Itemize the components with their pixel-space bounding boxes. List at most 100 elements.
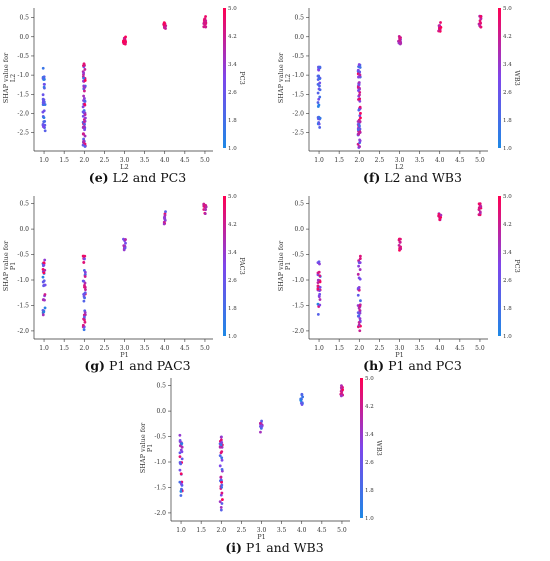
colorbar-tick-label: 1.0 [365, 516, 374, 522]
data-point [318, 77, 322, 81]
data-point [204, 208, 208, 212]
y-tick-label: -2.0 [154, 510, 166, 517]
colorbar [360, 378, 363, 518]
data-point [439, 215, 443, 219]
data-point [439, 21, 442, 24]
data-point [43, 129, 47, 133]
data-point [41, 123, 45, 126]
data-point [83, 68, 87, 71]
data-point [124, 40, 127, 44]
data-point [178, 451, 182, 455]
data-point [356, 311, 360, 315]
data-point [358, 114, 362, 118]
data-point [163, 26, 166, 30]
data-point [204, 205, 208, 209]
y-axis-label: SHAP value for [277, 52, 285, 103]
x-tick-label: 5.0 [337, 527, 347, 534]
data-point [316, 271, 320, 275]
data-point [359, 116, 362, 120]
colorbar-tick-label: 4.2 [365, 404, 374, 410]
data-point [398, 39, 402, 42]
x-tick-label: 3.5 [140, 345, 150, 352]
data-point [318, 88, 322, 92]
chart-i: 1.0 1.5 2.0 2.5 3.0 3.5 4.0 4.5 5.0 0.5 0.0 -0.5 -1.… [139, 376, 383, 541]
data-point [42, 125, 45, 129]
caption-letter: (e) [88, 170, 109, 185]
data-point [479, 22, 482, 25]
data-point [398, 240, 402, 244]
colorbar-tick-label: 5.0 [365, 376, 374, 382]
data-point [180, 487, 183, 491]
data-point [316, 101, 320, 104]
data-point [259, 430, 262, 434]
data-point [83, 128, 86, 132]
data-point [358, 139, 362, 143]
data-point [82, 260, 86, 264]
y-tick-label: -0.5 [17, 53, 29, 60]
data-point [219, 505, 223, 509]
data-point [82, 94, 86, 98]
y-tick-label: -2.0 [17, 110, 29, 117]
caption-f: (f) L2 and WB3 [275, 170, 550, 185]
y-tick-label: 0.0 [19, 34, 29, 41]
y-tick-label: -1.5 [154, 484, 166, 491]
data-point [82, 62, 86, 66]
data-point [179, 462, 183, 466]
data-point [356, 68, 360, 72]
colorbar-label: PAC3 [238, 257, 246, 275]
data-point [42, 271, 46, 275]
x-tick-label: 4.5 [180, 157, 190, 164]
data-point [83, 122, 86, 126]
x-tick-label: 3.5 [415, 345, 425, 352]
plot-area: 1.0 1.5 2.0 2.5 3.0 3.5 4.0 4.5 5.0 0.5 0.0 -0.5 -1.… [277, 8, 488, 171]
y-tick-label: -2.0 [17, 328, 29, 335]
panel-h: 1.0 1.5 2.0 2.5 3.0 3.5 4.0 4.5 5.0 0.5 0.0 -0.5 -1.… [275, 188, 550, 376]
colorbar [223, 196, 226, 336]
x-tick-label: 5.0 [200, 345, 210, 352]
data-point [83, 315, 86, 319]
data-point [479, 25, 483, 29]
data-point [318, 298, 322, 301]
data-point [179, 448, 183, 452]
data-point [219, 438, 223, 442]
x-tick-label: 2.5 [100, 157, 110, 164]
data-point [340, 384, 343, 388]
data-point [341, 388, 344, 392]
data-point [358, 277, 362, 281]
data-point [316, 312, 320, 316]
data-point [357, 73, 361, 76]
y-axis-label: SHAP value for [2, 52, 10, 103]
colorbar-tick-label: 1.8 [365, 488, 374, 494]
y-axis-label: P1 [146, 444, 154, 453]
colorbar-tick-label: 2.6 [503, 90, 512, 96]
data-point [83, 113, 87, 116]
x-tick-label: 3.5 [140, 157, 150, 164]
scatter-points [41, 15, 208, 148]
data-point [220, 467, 224, 471]
data-point [358, 66, 362, 69]
x-tick-label: 3.0 [120, 157, 130, 164]
caption-letter: (g) [84, 358, 105, 373]
x-tick-label: 2.0 [354, 157, 364, 164]
y-tick-label: 0.0 [19, 226, 29, 233]
y-tick-label: -2.5 [292, 130, 304, 137]
y-axis-label: L2 [9, 74, 17, 82]
data-point [358, 257, 362, 261]
y-axis-label: SHAP value for [277, 240, 285, 291]
data-point [41, 93, 45, 97]
colorbar-label: PC3 [238, 71, 246, 84]
data-point [83, 120, 86, 124]
data-point [82, 328, 86, 332]
data-point [43, 298, 46, 302]
x-tick-label: 4.0 [297, 527, 307, 534]
data-point [357, 145, 361, 148]
data-point [339, 394, 343, 398]
data-point [357, 83, 361, 87]
data-point [82, 125, 86, 129]
data-point [82, 139, 86, 143]
data-point [180, 457, 184, 461]
data-point [81, 105, 85, 109]
x-tick-label: 3.0 [120, 345, 130, 352]
data-point [81, 254, 85, 258]
data-point [356, 293, 360, 297]
